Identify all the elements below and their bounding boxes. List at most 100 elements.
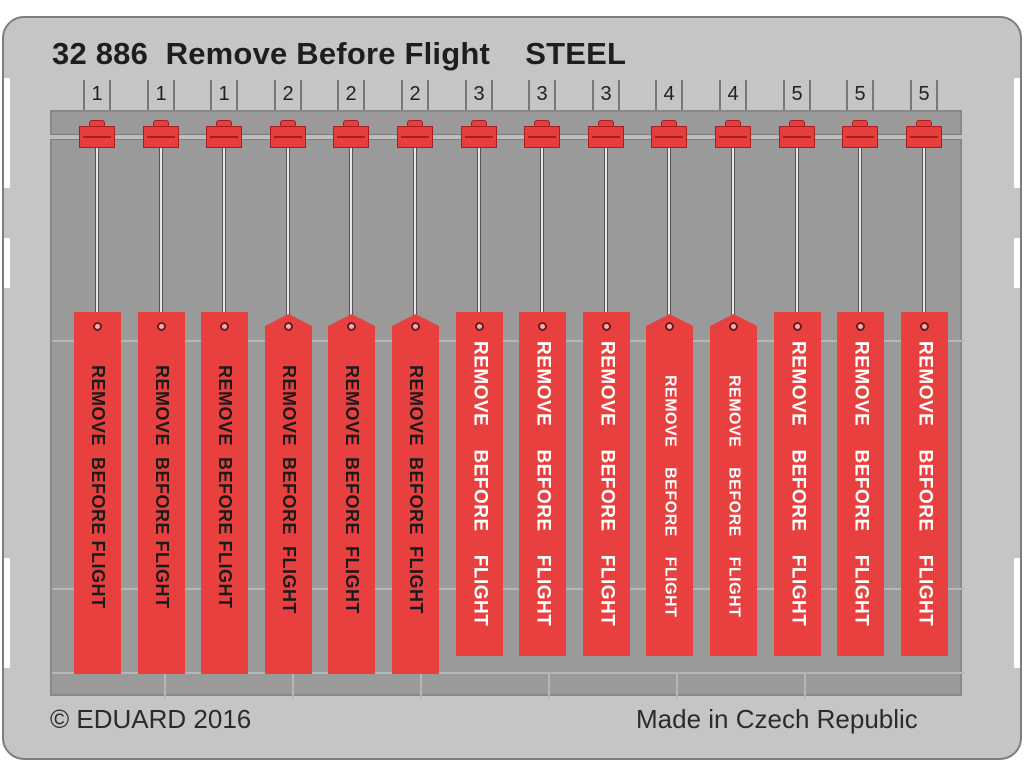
tag-wire xyxy=(159,148,163,326)
remove-before-flight-tag: REMOVE BEFORE FLIGHT xyxy=(456,312,503,656)
tag-number-label: 5 xyxy=(783,80,811,110)
tag-text: REMOVE BEFORE FLIGHT xyxy=(469,341,491,627)
tag-number-label: 1 xyxy=(210,80,238,110)
tag-grommet xyxy=(602,322,611,331)
remove-before-flight-tag: REMOVE BEFORE FLIGHT xyxy=(901,312,948,656)
tag-grommet xyxy=(920,322,929,331)
tag-grommet xyxy=(347,322,356,331)
tag-grommet xyxy=(157,322,166,331)
red-clip xyxy=(588,120,624,148)
tag-text: REMOVE BEFORE FLIGHT xyxy=(406,365,426,615)
tag-number-label: 5 xyxy=(910,80,938,110)
product-title: 32 886 Remove Before Flight STEEL xyxy=(52,36,627,71)
tag-number-label: 1 xyxy=(147,80,175,110)
panel-grid-line xyxy=(804,672,806,698)
copyright-text: © EDUARD 2016 xyxy=(50,704,252,734)
tag-wire xyxy=(95,148,99,326)
tag-text: REMOVE BEFORE FLIGHT xyxy=(532,341,554,627)
clip-body xyxy=(715,126,751,148)
remove-before-flight-tag: REMOVE BEFORE FLIGHT xyxy=(583,312,630,656)
panel-grid-line xyxy=(52,340,964,342)
fret-edge-notch xyxy=(4,558,10,668)
red-clip xyxy=(333,120,369,148)
tag-text: REMOVE BEFORE FLIGHT xyxy=(88,365,108,609)
tag-number-label: 3 xyxy=(465,80,493,110)
tag-wire xyxy=(922,148,926,326)
panel-grid-line xyxy=(164,672,166,698)
tag-grommet xyxy=(538,322,547,331)
red-clip xyxy=(524,120,560,148)
red-clip xyxy=(270,120,306,148)
tag-wire xyxy=(286,148,290,328)
clip-body xyxy=(143,126,179,148)
tag-wire xyxy=(795,148,799,326)
remove-before-flight-tag: REMOVE BEFORE FLIGHT xyxy=(265,314,312,674)
tag-text: REMOVE BEFORE FLIGHT xyxy=(279,365,299,615)
clip-body xyxy=(461,126,497,148)
origin-text: Made in Czech Republic xyxy=(636,704,918,734)
fret-edge-notch xyxy=(4,238,10,288)
remove-before-flight-tag: REMOVE BEFORE FLIGHT xyxy=(138,312,185,674)
tag-grommet xyxy=(665,322,674,331)
tag-panel xyxy=(50,110,964,698)
tag-grommet xyxy=(411,322,420,331)
remove-before-flight-tag: REMOVE BEFORE FLIGHT xyxy=(710,314,757,656)
red-clip xyxy=(461,120,497,148)
red-clip xyxy=(779,120,815,148)
tag-number-label: 4 xyxy=(655,80,683,110)
tag-number-label: 4 xyxy=(719,80,747,110)
remove-before-flight-tag: REMOVE BEFORE FLIGHT xyxy=(74,312,121,674)
tag-wire xyxy=(349,148,353,328)
clip-body xyxy=(270,126,306,148)
tag-number-label: 1 xyxy=(83,80,111,110)
remove-before-flight-tag: REMOVE BEFORE FLIGHT xyxy=(837,312,884,656)
panel-grid-line xyxy=(52,672,964,674)
remove-before-flight-tag: REMOVE BEFORE FLIGHT xyxy=(774,312,821,656)
panel-grid-line xyxy=(420,672,422,698)
tag-text: REMOVE BEFORE FLIGHT xyxy=(596,341,618,627)
tag-wire xyxy=(731,148,735,328)
tag-text: REMOVE BEFORE FLIGHT xyxy=(152,365,172,609)
red-clip xyxy=(206,120,242,148)
clip-body xyxy=(842,126,878,148)
tag-wire xyxy=(604,148,608,326)
fret-edge-notch xyxy=(1014,238,1020,288)
top-rail xyxy=(50,134,962,140)
tag-text: REMOVE BEFORE FLIGHT xyxy=(342,365,362,615)
tag-grommet xyxy=(793,322,802,331)
tag-text: REMOVE BEFORE FLIGHT xyxy=(215,365,235,609)
tag-number-label: 5 xyxy=(846,80,874,110)
tag-number-label: 2 xyxy=(337,80,365,110)
tag-text: REMOVE BEFORE FLIGHT xyxy=(725,375,743,618)
tag-grommet xyxy=(93,322,102,331)
remove-before-flight-tag: REMOVE BEFORE FLIGHT xyxy=(646,314,693,656)
clip-body xyxy=(588,126,624,148)
clip-body xyxy=(906,126,942,148)
tag-text: REMOVE BEFORE FLIGHT xyxy=(850,341,872,627)
tag-wire xyxy=(540,148,544,326)
tag-number-label: 2 xyxy=(274,80,302,110)
tag-text: REMOVE BEFORE FLIGHT xyxy=(787,341,809,627)
tag-wire xyxy=(222,148,226,326)
panel-grid-line xyxy=(52,588,964,590)
tag-grommet xyxy=(220,322,229,331)
clip-body xyxy=(397,126,433,148)
fret-edge-notch xyxy=(4,78,10,188)
tag-grommet xyxy=(729,322,738,331)
tag-wire xyxy=(858,148,862,326)
tag-wire xyxy=(477,148,481,326)
tag-text: REMOVE BEFORE FLIGHT xyxy=(914,341,936,627)
remove-before-flight-tag: REMOVE BEFORE FLIGHT xyxy=(519,312,566,656)
red-clip xyxy=(143,120,179,148)
tag-grommet xyxy=(284,322,293,331)
clip-body xyxy=(79,126,115,148)
clip-body xyxy=(779,126,815,148)
remove-before-flight-tag: REMOVE BEFORE FLIGHT xyxy=(328,314,375,674)
tag-number-label: 3 xyxy=(592,80,620,110)
tag-wire xyxy=(413,148,417,328)
red-clip xyxy=(842,120,878,148)
tag-text: REMOVE BEFORE FLIGHT xyxy=(661,375,679,618)
fret-edge-notch xyxy=(1014,558,1020,668)
remove-before-flight-tag: REMOVE BEFORE FLIGHT xyxy=(201,312,248,674)
tag-grommet xyxy=(475,322,484,331)
